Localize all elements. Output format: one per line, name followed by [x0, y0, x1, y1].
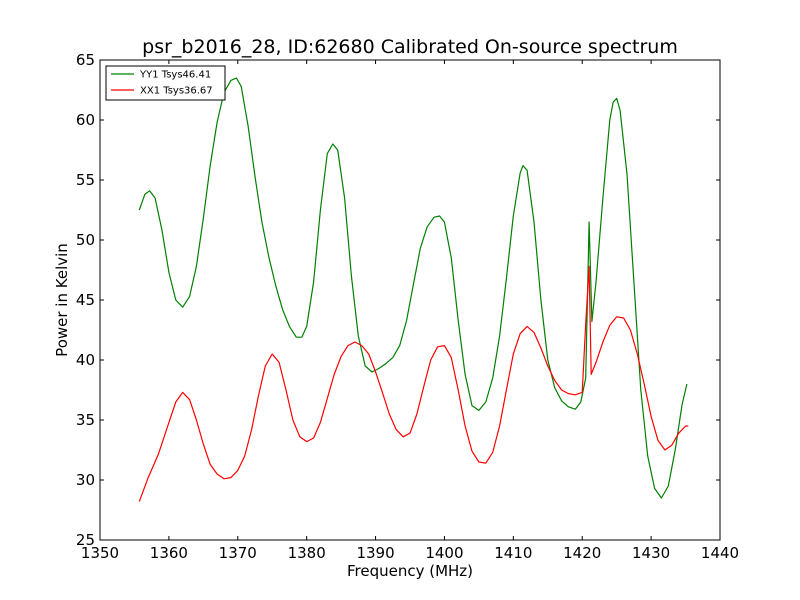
x-tick-label: 1370: [219, 544, 257, 562]
series-lines: [138, 77, 689, 502]
x-tick-label: 1430: [632, 544, 670, 562]
x-tick-label: 1410: [494, 544, 532, 562]
y-tick-label: 65: [76, 51, 95, 69]
x-tick-label: 1380: [288, 544, 326, 562]
x-axis-label: Frequency (MHz): [347, 562, 473, 580]
series-line-yy1: [138, 77, 688, 499]
y-tick-label: 50: [76, 231, 95, 249]
x-tick-label: 1350: [81, 544, 119, 562]
y-tick-label: 25: [76, 531, 95, 549]
legend: YY1 Tsys46.41 XX1 Tsys36.67: [105, 65, 226, 101]
axis-ticks: 1350 1360 1370 1380 1390 1400 1410 1420 1430 1440…: [76, 51, 739, 562]
y-tick-label: 45: [76, 291, 95, 309]
x-tick-label: 1400: [425, 544, 463, 562]
y-axis-label: Power in Kelvin: [53, 243, 71, 357]
x-tick-label: 1390: [356, 544, 394, 562]
y-tick-label: 55: [76, 171, 95, 189]
y-tick-label: 60: [76, 111, 95, 129]
x-tick-label: 1360: [150, 544, 188, 562]
y-tick-label: 30: [76, 471, 95, 489]
legend-label-yy1: YY1 Tsys46.41: [139, 70, 211, 81]
legend-box: [105, 65, 226, 101]
y-tick-label: 35: [76, 411, 95, 429]
x-tick-label: 1420: [563, 544, 601, 562]
x-tick-label: 1440: [701, 544, 739, 562]
y-tick-label: 40: [76, 351, 95, 369]
legend-label-xx1: XX1 Tsys36.67: [140, 86, 213, 97]
chart-title: psr_b2016_28, ID:62680 Calibrated On-sou…: [142, 36, 678, 58]
series-line-xx1: [138, 265, 689, 502]
